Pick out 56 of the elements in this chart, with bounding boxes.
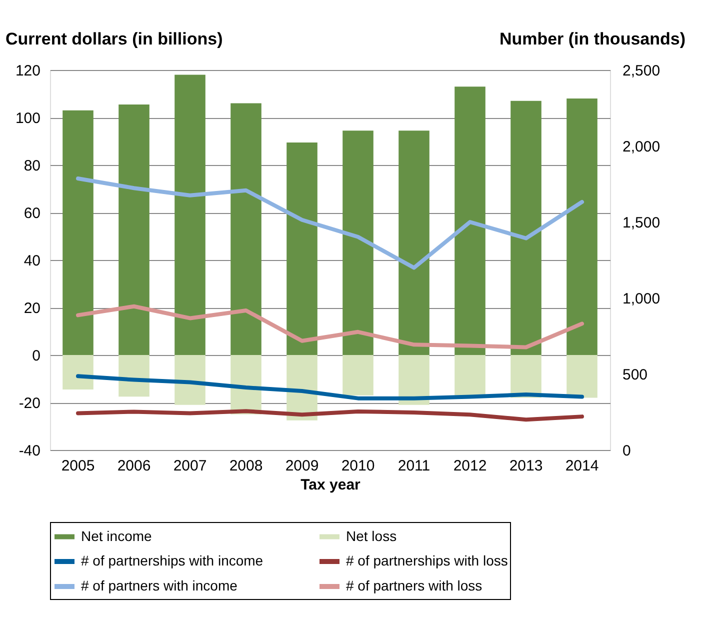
y-tick-label: -20 bbox=[18, 395, 40, 412]
y-tick-label: 80 bbox=[24, 158, 40, 174]
x-tick-label: 2011 bbox=[398, 458, 430, 474]
y-tick-label: 100 bbox=[15, 110, 40, 127]
x-axis-title: Tax year bbox=[300, 476, 361, 494]
line-series bbox=[76, 409, 584, 422]
y-tick-label: 120 bbox=[15, 62, 40, 80]
legend-label: # of partnerships with income bbox=[81, 552, 264, 568]
y2-tick-label: 1,000 bbox=[622, 290, 660, 308]
y2-tick-label: 1,500 bbox=[622, 214, 660, 232]
legend-label: Net loss bbox=[346, 528, 397, 544]
legend-label: # of partners with income bbox=[81, 578, 238, 594]
legend-label: Net income bbox=[81, 528, 152, 544]
x-tick-label: 2014 bbox=[565, 458, 599, 474]
bar bbox=[566, 98, 598, 355]
x-tick-label: 2005 bbox=[61, 458, 95, 474]
bar bbox=[454, 86, 486, 355]
y-tick-label: 40 bbox=[24, 252, 40, 270]
y-axis-title: Current dollars (in billions) bbox=[6, 30, 223, 48]
line-series bbox=[76, 374, 584, 400]
bar bbox=[286, 142, 318, 355]
bar bbox=[174, 74, 206, 355]
bar bbox=[342, 355, 374, 396]
bar bbox=[566, 355, 598, 398]
y2-axis-title: Number (in thousands) bbox=[499, 30, 686, 48]
legend-label: # of partners with loss bbox=[346, 578, 482, 594]
bar bbox=[342, 130, 374, 355]
y2-tick-label: 0 bbox=[622, 442, 631, 460]
y-tick-label: -40 bbox=[18, 442, 40, 460]
bar bbox=[398, 355, 430, 405]
x-tick-label: 2009 bbox=[285, 458, 319, 474]
legend-label: # of partnerships with loss bbox=[346, 552, 508, 568]
x-tick-label: 2012 bbox=[453, 458, 487, 474]
bar bbox=[62, 355, 94, 390]
y2-tick-label: 2,000 bbox=[622, 138, 660, 156]
bar bbox=[230, 103, 262, 355]
bar bbox=[510, 100, 542, 355]
bar bbox=[62, 110, 94, 355]
x-tick-label: 2007 bbox=[173, 458, 207, 474]
x-tick-label: 2006 bbox=[117, 458, 151, 474]
y-tick-label: 60 bbox=[24, 205, 40, 222]
bar bbox=[398, 130, 430, 355]
line-series bbox=[76, 304, 584, 350]
y-tick-label: 0 bbox=[32, 348, 40, 364]
bar bbox=[118, 355, 150, 397]
x-tick-label: 2013 bbox=[509, 458, 543, 474]
x-tick-label: 2010 bbox=[341, 458, 375, 474]
bar bbox=[510, 355, 542, 398]
bar bbox=[174, 355, 206, 405]
y2-tick-label: 500 bbox=[622, 366, 648, 384]
line-series bbox=[76, 176, 584, 270]
x-tick-label: 2008 bbox=[229, 458, 263, 474]
y-tick-label: 20 bbox=[24, 300, 40, 317]
bar bbox=[454, 355, 486, 396]
bar bbox=[118, 104, 150, 355]
y2-tick-label: 2,500 bbox=[622, 62, 660, 80]
